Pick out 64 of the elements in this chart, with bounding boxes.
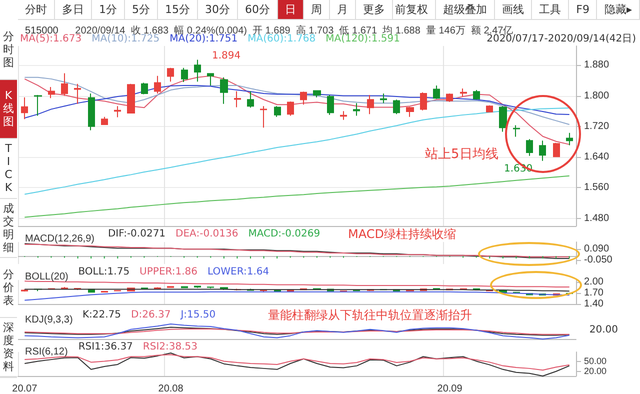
text: 分价表 bbox=[3, 268, 14, 307]
text: 深度资料 bbox=[3, 320, 14, 373]
series-label: MACD:-0.0269 bbox=[248, 228, 320, 240]
text: 日 bbox=[278, 0, 304, 19]
text: 成交明细 bbox=[3, 202, 14, 254]
text: TICK bbox=[4, 142, 12, 194]
y-tick-label: 20.00 bbox=[584, 366, 607, 376]
text: 月 bbox=[330, 0, 356, 19]
series-label: BOLL:1.75 bbox=[78, 266, 130, 278]
annotation: 1.894 bbox=[212, 50, 241, 62]
text: MA(10):1.725 bbox=[92, 34, 160, 44]
x-tick-label: 20.09 bbox=[437, 384, 463, 394]
text: K线图 bbox=[3, 89, 14, 128]
text: MA(120):1.591 bbox=[326, 34, 400, 44]
y-tick-label: 1.640 bbox=[584, 152, 610, 163]
y-tick-label: 2.00 bbox=[584, 276, 604, 288]
text: 前复权 bbox=[388, 0, 436, 19]
text: 多日 bbox=[55, 0, 92, 19]
text: 15分 bbox=[158, 0, 198, 19]
text: 更多 bbox=[356, 0, 393, 19]
series-label: K:22.75 bbox=[82, 310, 122, 320]
series-label: D:26.37 bbox=[131, 310, 171, 320]
y-tick-label: -0.050 bbox=[584, 254, 613, 266]
text: 2020/07/17-2020/09/14(42日) bbox=[486, 34, 636, 44]
text: 1分 bbox=[92, 0, 125, 19]
text: 30分 bbox=[198, 0, 238, 19]
text: 画线 bbox=[495, 0, 532, 19]
y-tick-label: 0.090 bbox=[584, 244, 610, 255]
chart-title: RSI(6,12) bbox=[25, 346, 68, 358]
text: MACD绿柱持续收缩 bbox=[348, 227, 456, 241]
text: MA(60):1.768 bbox=[248, 34, 316, 44]
series-label: RSI2:38.53 bbox=[142, 342, 198, 352]
annotation: 站上5日均线 bbox=[425, 147, 498, 162]
series-label: RSI1:36.37 bbox=[78, 342, 133, 352]
y-tick-label: 1.880 bbox=[584, 60, 610, 71]
text: 分时图 bbox=[3, 30, 14, 69]
text: 工具 bbox=[532, 0, 570, 19]
series-label: DEA:-0.0136 bbox=[176, 228, 238, 240]
chart-title: KDJ(9,3,3) bbox=[25, 314, 73, 326]
y-tick-label: 1.800 bbox=[584, 90, 610, 102]
y-tick-label: 1.70 bbox=[584, 287, 604, 298]
series-label: LOWER:1.64 bbox=[208, 266, 270, 278]
y-tick-label: 50.00 bbox=[584, 356, 607, 366]
text: 隐藏▸ bbox=[597, 0, 640, 19]
y-tick-label: 1.720 bbox=[584, 120, 610, 132]
y-tick-label: 1.40 bbox=[584, 298, 604, 310]
text: 量能柱翻绿从下轨往中轨位置逐渐抬升 bbox=[268, 308, 472, 322]
text: MA(5):1.673 bbox=[20, 34, 82, 44]
chart-title: MACD(12,26,9) bbox=[25, 234, 94, 244]
text: F9 bbox=[569, 0, 598, 19]
text: 周 bbox=[304, 0, 330, 19]
text: MA(20):1.751 bbox=[170, 34, 238, 44]
y-tick-label: 1.480 bbox=[584, 212, 610, 224]
y-tick-label: 1.560 bbox=[584, 182, 610, 194]
chart-title: BOLL(20) bbox=[25, 272, 68, 282]
text: 5分 bbox=[125, 0, 158, 19]
series-label: J:15.50 bbox=[180, 310, 216, 320]
series-label: UPPER:1.86 bbox=[140, 266, 198, 278]
x-tick-label: 20.07 bbox=[12, 384, 38, 394]
text: 60分 bbox=[238, 0, 278, 19]
x-tick-label: 20.08 bbox=[158, 384, 184, 394]
text: 分时 bbox=[18, 0, 55, 19]
series-label: DIF:-0.0271 bbox=[108, 228, 166, 240]
text: 超级叠加 bbox=[436, 0, 496, 19]
